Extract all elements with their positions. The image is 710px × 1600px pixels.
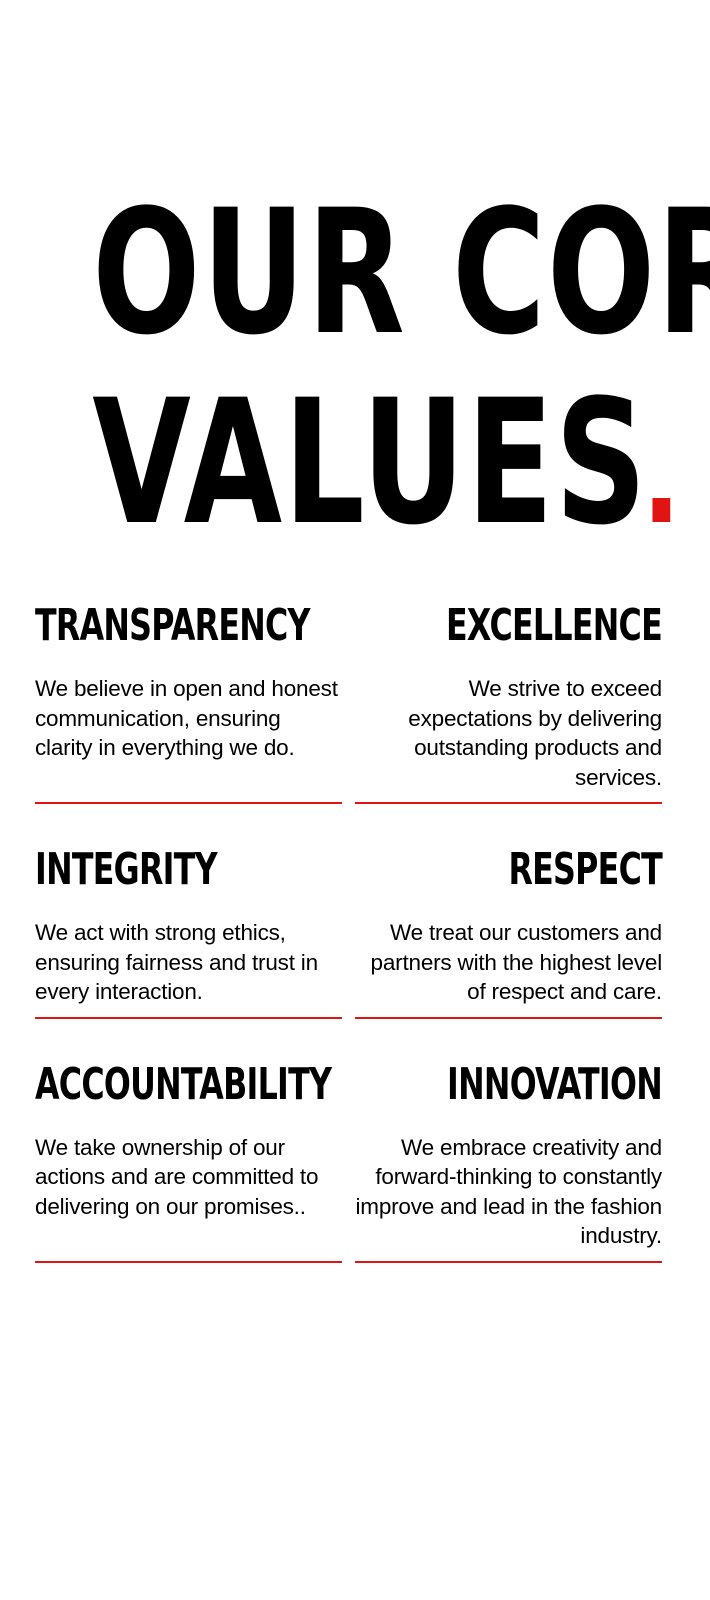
value-card-respect: RESPECT We treat our customers and partn… xyxy=(355,844,663,1019)
value-card-excellence: EXCELLENCE We strive to exceed expectati… xyxy=(355,600,663,804)
value-card-innovation: INNOVATION We embrace creativity and for… xyxy=(355,1058,663,1263)
value-title: INTEGRITY xyxy=(35,844,218,895)
value-title: TRANSPARENCY xyxy=(35,600,311,651)
value-description: We take ownership of our actions and are… xyxy=(35,1134,319,1219)
value-title: RESPECT xyxy=(508,844,662,895)
page-title: OUR CORE VALUES xyxy=(92,172,710,558)
values-row-1: TRANSPARENCY We believe in open and hone… xyxy=(35,600,663,804)
accent-dot xyxy=(652,498,671,522)
value-description: We act with strong ethics, ensuring fair… xyxy=(35,920,318,1004)
page-title-line-2: VALUES xyxy=(92,368,671,558)
value-description: We believe in open and honest communicat… xyxy=(35,676,338,760)
value-title: ACCOUNTABILITY xyxy=(35,1058,332,1110)
value-card-accountability: ACCOUNTABILITY We take ownership of our … xyxy=(35,1059,342,1263)
value-description: We treat our customers and partners with… xyxy=(370,920,663,1004)
value-description: We embrace creativity and forward-thinki… xyxy=(355,1134,662,1249)
value-card-integrity: INTEGRITY We act with strong ethics, ens… xyxy=(35,844,342,1019)
values-row-2: INTEGRITY We act with strong ethics, ens… xyxy=(35,844,663,1019)
value-title: INNOVATION xyxy=(447,1058,663,1110)
core-values-grid: TRANSPARENCY We believe in open and hone… xyxy=(35,600,663,1303)
page-title-word: VALUES xyxy=(92,362,649,563)
values-row-3: ACCOUNTABILITY We take ownership of our … xyxy=(35,1058,663,1263)
value-description: We strive to exceed expectations by deli… xyxy=(408,676,662,790)
value-title: EXCELLENCE xyxy=(445,600,663,651)
page-title-line-1: OUR CORE xyxy=(92,172,710,373)
value-card-transparency: TRANSPARENCY We believe in open and hone… xyxy=(35,600,342,804)
